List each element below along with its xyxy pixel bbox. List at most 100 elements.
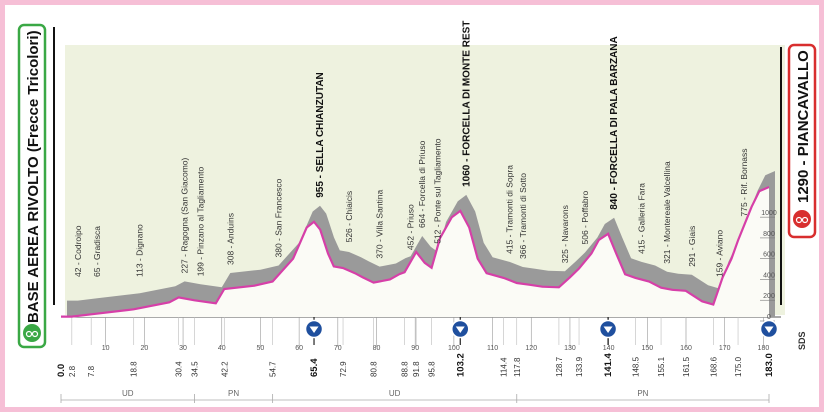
altitude-tick-label: 800 (763, 231, 775, 238)
distance-label: 72.9 (339, 361, 348, 377)
kom-marker-icon (451, 319, 470, 339)
waypoint-label: 664 - Forcella di Priuso (417, 140, 427, 228)
waypoint-label: 1060 - FORCELLA DI MONTE REST (461, 21, 472, 187)
altitude-axis: 0 200 400 600 800 1000 (760, 210, 777, 322)
km-tick-label: 160 (680, 345, 692, 352)
distance-label: 34.5 (191, 361, 200, 377)
waypoint-label: 526 - Chiaicis (344, 191, 354, 243)
distance-label: 88.8 (401, 361, 410, 377)
waypoint-label: 840 - FORCELLA DI PALA BARZANA (609, 36, 620, 210)
altitude-tick-label: 600 (763, 252, 775, 259)
distance-label: 7.8 (87, 365, 96, 377)
kom-marker-icon (304, 319, 324, 339)
waypoint-label: 308 - Anduins (225, 213, 235, 265)
kom-marker-icon (598, 319, 618, 339)
waypoint-label: 291 - Giais (687, 226, 697, 267)
start-label: BASE AEREA RIVOLTO (Frecce Tricolori) (25, 30, 42, 323)
km-tick-label: 140 (603, 345, 615, 352)
km-tick-label: 50 (257, 345, 265, 352)
kom-markers (304, 319, 779, 339)
start-label-box (17, 23, 47, 349)
start-marker: BASE AEREA RIVOLTO (Frecce Tricolori) (17, 23, 55, 349)
km-tick-label: 150 (641, 345, 653, 352)
distance-label: 2.8 (68, 365, 77, 377)
distance-label: 168.6 (709, 356, 718, 377)
distance-label: 18.8 (130, 361, 139, 377)
waypoint-label: 113 - Dignano (135, 224, 145, 277)
km-tick-label: 120 (525, 345, 537, 352)
waypoint-label: 775 - Rif. Bornass (739, 148, 749, 216)
region-label: PN (228, 389, 239, 398)
road-line (61, 185, 770, 318)
km-tick-label: 20 (140, 345, 148, 352)
km-tick-label: 40 (218, 345, 226, 352)
distance-label: 155.1 (657, 356, 666, 377)
km-tick-label: 60 (295, 345, 303, 352)
km-tick-label: 130 (564, 345, 576, 352)
region-bar: UD PN UD PN (60, 389, 770, 403)
km-tick-label: 30 (179, 345, 187, 352)
region-label: UD (389, 389, 401, 398)
km-tick-label: 100 (448, 345, 460, 352)
km-tick-label: 90 (411, 345, 419, 352)
distance-label: 175.0 (734, 356, 743, 377)
distance-label: 30.4 (175, 361, 184, 377)
distance-label: 42.2 (220, 361, 229, 377)
kom-marker-icon (759, 319, 779, 339)
km-tick-label: 110 (487, 345, 498, 352)
km-tick-label: 80 (373, 345, 381, 352)
waypoint-label: 415 - Tramonti di Sopra (505, 165, 515, 254)
waypoint-label: 325 - Navarons (560, 205, 570, 263)
start-bike-wheel-icon (31, 330, 39, 338)
elevation-profile-chart: 10 20 30 40 50 60 70 80 90 100 110 120 130 140 150 160 1… (17, 21, 817, 403)
altitude-tick-label: 1000 (761, 210, 777, 217)
distance-label: 141.4 (603, 353, 614, 377)
waypoint-label: 199 - Pinzano al Tagliamento (196, 167, 206, 277)
distance-label: 0.0 (56, 364, 67, 377)
region-label: PN (637, 389, 648, 398)
finish-bike-icon (793, 210, 811, 228)
distance-label: 183.0 (764, 353, 775, 377)
distance-label: 80.8 (370, 361, 379, 377)
waypoint-label: 415 - Galleria Fara (637, 183, 647, 254)
waypoint-label: 955 - SELLA CHIANZUTAN (315, 72, 326, 198)
distance-label: 114.4 (500, 357, 509, 377)
finish-bike-wheel-icon (795, 216, 803, 224)
distance-ticks: 10 20 30 40 50 60 70 80 90 100 110 120 130 140 150 160 1… (61, 316, 781, 352)
start-bike-icon (23, 324, 41, 342)
waypoint-label: 380 - San Francesco (274, 178, 284, 257)
km-tick-label: 70 (334, 345, 342, 352)
distance-label: 128.7 (555, 356, 564, 377)
brand-logo: SDS (797, 331, 807, 350)
profile-front-face (61, 187, 769, 317)
finish-marker: 1290 - PIANCAVALLO (780, 43, 817, 305)
start-bike-wheel-icon (25, 330, 33, 338)
distance-labels: 0.0 2.8 7.8 18.8 30.4 34.5 42.2 54.7 65.4 72.9 80.… (56, 353, 775, 377)
finish-label: 1290 - PIANCAVALLO (795, 50, 812, 203)
waypoint-label: 452 - Priuso (406, 204, 416, 250)
finish-label-box (787, 43, 817, 239)
waypoint-label: 321 - Montereale Valcellina (662, 161, 672, 264)
distance-label: 65.4 (309, 358, 320, 377)
waypoint-label: 370 - Villa Santina (375, 189, 385, 258)
distance-label: 161.5 (682, 356, 691, 377)
distance-label: 117.8 (513, 357, 522, 377)
altitude-tick-label: 400 (763, 272, 775, 279)
waypoint-label: 159 - Aviano (714, 230, 724, 277)
waypoint-label: 42 - Codroipo (73, 225, 83, 277)
distance-label: 54.7 (269, 361, 278, 377)
distance-label: 103.2 (455, 353, 466, 377)
altitude-tick-label: 200 (763, 293, 775, 300)
waypoint-label: 506 - Poffabro (580, 191, 590, 245)
distance-label: 95.8 (428, 361, 437, 377)
finish-bike-wheel-icon (801, 216, 809, 224)
km-tick-label: 170 (719, 345, 731, 352)
waypoint-label: 512 - Ponte sul Tagliamento (433, 138, 443, 243)
distance-label: 91.8 (412, 361, 421, 377)
distance-label: 148.5 (632, 356, 641, 377)
altitude-tick-label: 0 (767, 314, 771, 321)
region-label: UD (122, 389, 134, 398)
waypoint-label: 65 - Gradisca (92, 226, 102, 277)
waypoint-label: 366 - Tramonti di Sotto (518, 173, 528, 259)
